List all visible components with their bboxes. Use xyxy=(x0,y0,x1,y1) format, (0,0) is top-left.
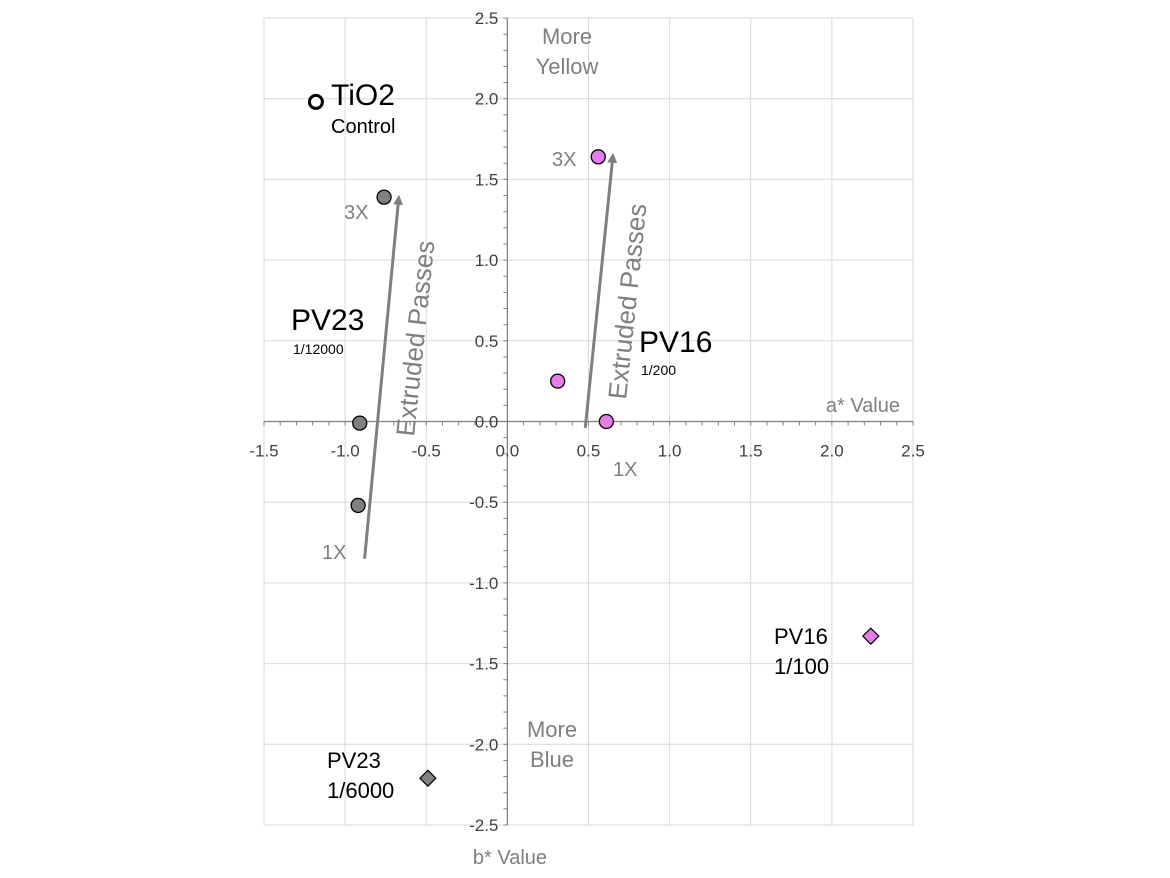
x-tick-label: -1.5 xyxy=(249,442,278,461)
pv16-name-label: PV16 xyxy=(639,326,712,359)
x-tick-label: 1.0 xyxy=(658,442,682,461)
extruded-pass-arrow xyxy=(363,194,404,559)
pv23-ratio-label: 1/12000 xyxy=(293,341,344,357)
more-yellow-label-line2: Yellow xyxy=(536,54,599,79)
y-tick-label: 0.5 xyxy=(475,332,499,351)
x-tick-label: -1.0 xyxy=(330,442,359,461)
y-tick-label: 2.5 xyxy=(475,9,499,28)
more-yellow-label-line1: More xyxy=(542,24,592,49)
x-tick-label: 0.5 xyxy=(577,442,601,461)
data-point-diamond xyxy=(861,627,880,646)
y-tick-label: 1.0 xyxy=(475,251,499,270)
pv16-diamond-label-line1: PV16 xyxy=(774,624,828,649)
x-tick-label: -0.5 xyxy=(412,442,441,461)
pv23-name-label: PV23 xyxy=(291,304,364,337)
y-tick-label: 2.0 xyxy=(475,90,499,109)
pv16-diamond-label-line2: 1/100 xyxy=(774,654,829,679)
y-tick-label: -1.0 xyxy=(469,574,498,593)
x-tick-label: 2.5 xyxy=(901,442,925,461)
y-tick-label: -1.5 xyxy=(469,655,498,674)
extruded-pass-arrow xyxy=(583,152,618,429)
tio2-control-label: Control xyxy=(331,116,395,138)
extruded-pass-arrows xyxy=(363,152,618,559)
y-tick-label: -2.0 xyxy=(469,735,498,754)
data-points xyxy=(307,93,880,788)
x-tick-label: 2.0 xyxy=(820,442,844,461)
x-tick-labels: -1.5 -1.0 -0.5 0.0 0.5 1.0 1.5 2.0 2.5 xyxy=(249,442,924,461)
data-point xyxy=(350,497,366,514)
data-point xyxy=(598,413,614,430)
y-axis-title: b* Value xyxy=(473,847,547,869)
pv23-diamond-label-line2: 1/6000 xyxy=(327,778,394,803)
tio2-name-label: TiO2 xyxy=(331,79,395,112)
pv16-1x-label: 1X xyxy=(613,459,637,481)
data-point xyxy=(376,189,392,205)
pv23-extruded-passes-label: Extruded Passes xyxy=(390,239,440,438)
y-tick-labels: 2.5 2.0 1.5 1.0 0.5 0.0 -0.5 -1.0 -1.5 -2.0 -2.5 xyxy=(469,9,498,835)
data-point xyxy=(590,149,606,165)
pv16-3x-label: 3X xyxy=(552,149,576,171)
data-point xyxy=(307,93,324,110)
y-tick-label: -2.5 xyxy=(469,816,498,835)
y-tick-label: -0.5 xyxy=(469,493,498,512)
data-point xyxy=(550,373,566,389)
more-blue-label-line1: More xyxy=(527,717,577,742)
y-tick-label: 0.0 xyxy=(475,413,499,432)
x-tick-label: 0.0 xyxy=(496,442,520,461)
pv23-1x-label: 1X xyxy=(322,542,346,564)
x-axis-title: a* Value xyxy=(826,395,900,417)
pv23-3x-label: 3X xyxy=(344,202,368,224)
axes xyxy=(263,17,914,826)
data-point-diamond xyxy=(419,769,437,788)
x-tick-label: 1.5 xyxy=(739,442,763,461)
pv16-ratio-label: 1/200 xyxy=(641,362,676,378)
more-blue-label-line2: Blue xyxy=(530,747,574,772)
y-tick-label: 1.5 xyxy=(475,170,499,189)
pv23-diamond-label-line1: PV23 xyxy=(327,748,381,773)
data-point xyxy=(352,415,368,431)
